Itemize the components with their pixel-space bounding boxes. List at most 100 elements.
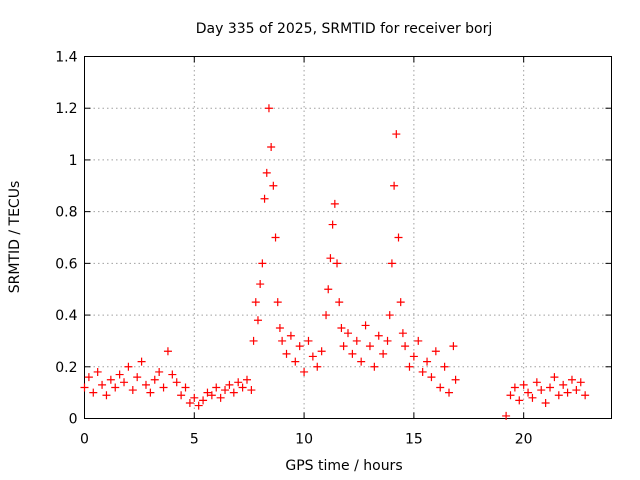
data-point [120,378,128,386]
data-point [353,337,361,345]
data-point [318,347,326,355]
data-point [324,285,332,293]
x-tick-label: 0 [80,432,89,448]
plot-frame [85,57,612,419]
gridlines [85,57,612,419]
data-point [370,363,378,371]
y-tick-label: 0.6 [55,256,77,272]
data-point [230,389,238,397]
data-point [581,391,589,399]
data-point [322,311,330,319]
data-point [81,383,89,391]
data-point [212,383,220,391]
data-point [300,368,308,376]
data-point [261,195,269,203]
data-point [399,329,407,337]
data-point [247,386,255,394]
data-point [243,376,251,384]
data-point [379,350,387,358]
data-point [142,381,150,389]
data-point [190,394,198,402]
data-point [263,169,271,177]
data-point [331,200,339,208]
data-point [309,352,317,360]
data-point [555,391,563,399]
data-point [160,383,168,391]
data-point [533,378,541,386]
data-point [102,391,110,399]
data-point [151,376,159,384]
data-point [449,342,457,350]
data-point [329,221,337,229]
data-point [445,389,453,397]
data-point [340,342,348,350]
data-point [452,376,460,384]
x-tick-label: 15 [405,432,423,448]
data-point [326,254,334,262]
data-point [436,383,444,391]
data-point [348,350,356,358]
data-point [98,381,106,389]
data-point [182,383,190,391]
data-point [568,376,576,384]
data-point [432,347,440,355]
data-point [116,371,124,379]
data-point [124,363,132,371]
x-tick-label: 5 [190,432,199,448]
data-point [337,324,345,332]
data-point [267,143,275,151]
data-point [252,298,260,306]
data-point [419,368,427,376]
data-point [111,383,119,391]
data-point [537,386,545,394]
data-point [177,391,185,399]
data-point [564,389,572,397]
data-point [225,381,233,389]
data-point [217,394,225,402]
x-axis-label: GPS time / hours [285,458,402,474]
data-point [357,358,365,366]
data-point [441,363,449,371]
data-point [291,358,299,366]
data-point [401,342,409,350]
data-point [375,332,383,340]
y-tick-label: 0.2 [55,360,77,376]
chart-title: Day 335 of 2025, SRMTID for receiver bor… [196,21,493,37]
data-point [335,298,343,306]
data-point [313,363,321,371]
data-point [186,399,194,407]
data-point [397,298,405,306]
data-point [423,358,431,366]
data-point [234,378,242,386]
data-point [384,337,392,345]
data-point [258,259,266,267]
data-point [155,368,163,376]
data-point [362,321,370,329]
y-tick-label: 0.8 [55,205,77,221]
data-point [173,378,181,386]
data-point [265,104,273,112]
data-point [199,396,207,404]
data-point [146,389,154,397]
data-point [506,391,514,399]
data-point [577,378,585,386]
data-point [278,337,286,345]
data-point [515,396,523,404]
data-point [287,332,295,340]
data-point [427,373,435,381]
x-tick-label: 20 [515,432,533,448]
data-point [546,383,554,391]
data-point [107,376,115,384]
data-point [138,358,146,366]
scatter-chart: Day 335 of 2025, SRMTID for receiver bor… [0,0,640,480]
data-point [390,182,398,190]
axis-ticks: 0 0.2 0.4 0.6 0.8 1 1.2 1.4 0 5 10 15 20 [55,50,611,448]
data-point [528,394,536,402]
data-point [296,342,304,350]
data-point [524,389,532,397]
data-point [269,182,277,190]
data-point [304,337,312,345]
data-point [164,347,172,355]
data-point [386,311,394,319]
y-tick-label: 0 [69,412,78,428]
